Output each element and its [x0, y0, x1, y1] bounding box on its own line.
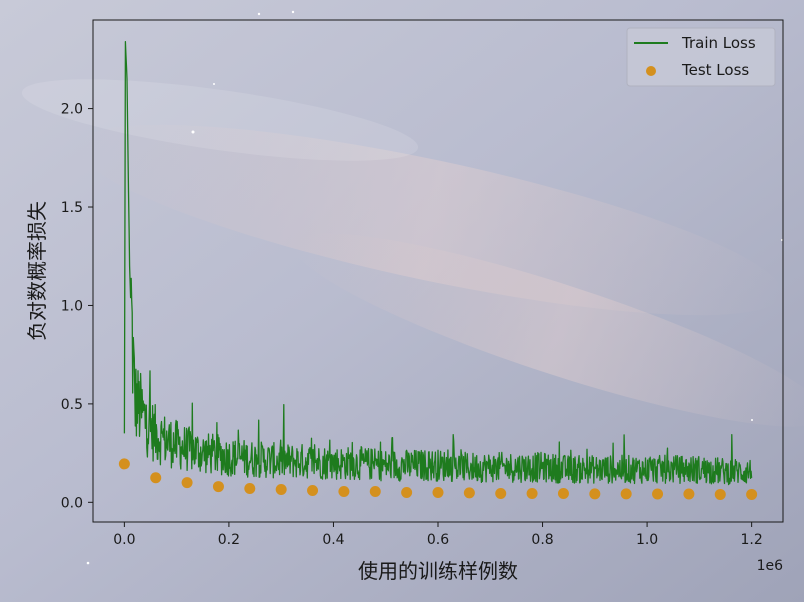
test-loss-point: [589, 488, 601, 500]
background-haze: [21, 79, 419, 161]
x-tick-label: 0.4: [322, 532, 344, 548]
test-loss-point: [307, 485, 319, 497]
x-axis-offset-label: 1e6: [757, 558, 784, 574]
test-loss-point: [526, 487, 538, 499]
test-loss-point: [401, 486, 413, 498]
x-tick-label: 0.6: [427, 532, 449, 548]
y-tick-label: 0.5: [61, 397, 83, 413]
test-loss-point: [495, 487, 507, 499]
test-loss-point: [463, 487, 475, 499]
background-band: [77, 124, 783, 316]
y-tick-label: 1.0: [61, 298, 83, 314]
y-tick-label: 0.0: [61, 495, 83, 511]
x-axis-label: 使用的训练样例数: [358, 559, 518, 583]
y-axis-label: 负对数概率损失: [25, 201, 49, 341]
test-loss-point: [557, 487, 569, 499]
axes: 0.0 0.2 0.4 0.6 0.8 1.0 1.2 0.0 0.5 1.0 1.5 2.0: [61, 102, 763, 548]
test-loss-point: [620, 488, 632, 500]
test-loss-point: [432, 486, 444, 498]
test-loss-point: [118, 458, 130, 470]
test-loss-point: [275, 484, 287, 496]
legend-label-train: Train Loss: [681, 34, 756, 52]
x-tick-label: 0.0: [113, 532, 135, 548]
background-band: [293, 233, 804, 427]
test-loss-point: [683, 488, 695, 500]
y-tick-label: 1.5: [61, 200, 83, 216]
test-loss-point: [244, 483, 256, 495]
test-loss-point: [746, 488, 758, 500]
train-loss-line: [123, 41, 753, 486]
x-tick-label: 1.0: [636, 532, 658, 548]
x-tick-label: 0.2: [218, 532, 240, 548]
x-tick-label: 0.8: [531, 532, 553, 548]
y-tick-label: 2.0: [61, 102, 83, 118]
legend-label-test: Test Loss: [681, 61, 749, 79]
legend-dot-swatch: [646, 66, 656, 76]
legend: Train Loss Test Loss: [626, 27, 776, 87]
test-loss-point: [714, 488, 726, 500]
test-loss-point: [369, 485, 381, 497]
test-loss-point: [338, 485, 350, 497]
plot-area: [118, 41, 758, 500]
test-loss-point: [181, 477, 193, 489]
test-loss-point: [212, 481, 224, 493]
test-loss-point: [150, 472, 162, 484]
x-tick-label: 1.2: [741, 532, 763, 548]
test-loss-point: [652, 488, 664, 500]
